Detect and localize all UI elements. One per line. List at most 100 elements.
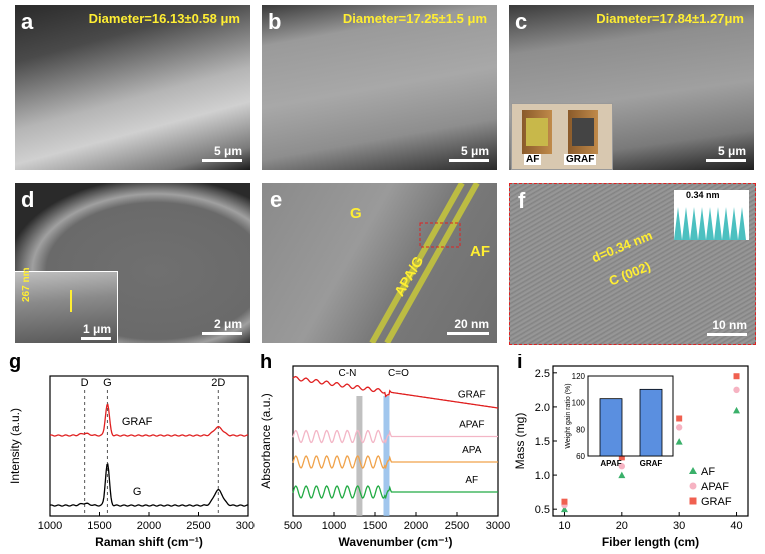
scale-bar: 5 μm [449, 144, 489, 162]
data-point-af [560, 505, 568, 513]
label-g: G [350, 205, 362, 222]
x-axis-label: Raman shift (cm⁻¹) [95, 535, 203, 549]
data-point-graf [561, 498, 568, 505]
y-tick-label: 1.5 [535, 436, 550, 448]
panel-e: e G APA/G AF 20 nm [262, 183, 497, 343]
series-line-graf [292, 375, 499, 409]
panel-d: d 267 nm 1 μm 2 μm [15, 183, 250, 343]
series-label: APAF [459, 420, 484, 431]
graf-spool [568, 110, 598, 154]
inset-y-axis-label: Weight gain ratio (%) [565, 383, 572, 448]
x-axis-label: Fiber length (cm) [602, 535, 699, 549]
data-point-apaf [618, 463, 626, 470]
cross-section-inset: 267 nm 1 μm [15, 267, 118, 343]
peak-label: G [103, 377, 112, 389]
inset-bar [599, 398, 623, 457]
data-point-af [618, 471, 626, 479]
inset-category-label: APAF [600, 459, 621, 468]
x-tick-label: 20 [616, 520, 628, 532]
panel-letter: h [260, 354, 272, 373]
y-tick-label: 2.5 [535, 368, 550, 380]
panel-letter: e [270, 187, 283, 212]
x-tick-label: 1000 [322, 520, 346, 532]
panel-f: f 0.34 nm d=0.34 nm C (002) 10 nm [509, 183, 756, 345]
plane-label: C (002) [606, 258, 653, 289]
scale-bar: 5 μm [202, 144, 242, 162]
data-point-apaf [733, 386, 740, 394]
data-point-af [675, 438, 683, 445]
legend-marker [689, 467, 697, 474]
legend-marker [689, 482, 697, 490]
x-tick-label: 1500 [363, 520, 387, 532]
x-axis-label: Wavenumber (cm⁻¹) [339, 535, 453, 549]
x-tick-label: 40 [730, 520, 742, 532]
inset-bar [639, 388, 663, 457]
scale-bar: 10 nm [707, 318, 747, 336]
x-tick-label: 2500 [445, 520, 469, 532]
scale-bar: 5 μm [706, 144, 746, 162]
y-tick-label: 2.0 [535, 402, 550, 414]
af-spool [522, 110, 552, 154]
legend-label: APAF [701, 481, 729, 493]
series-line-apaf [292, 429, 498, 444]
x-tick-label: 2000 [404, 520, 428, 532]
inset-y-tick-label: 100 [572, 399, 586, 408]
series-label: G [133, 486, 142, 498]
x-tick-label: 3000 [236, 520, 255, 532]
scale-bar: 2 μm [202, 317, 242, 335]
scale-label: 2 μm [213, 317, 242, 331]
panel-b: b Diameter=17.25±1.5 μm 5 μm [262, 5, 497, 170]
spool-label-af: AF [524, 154, 542, 165]
scale-label: 5 μm [460, 144, 489, 158]
series-line-graf [49, 403, 249, 437]
chart-h: h C-N C=O GRAF APAF APA AF 500 1000 1500 2000 2500 3… [259, 354, 510, 549]
inset-scale-label: 1 μm [82, 322, 111, 336]
data-point-af [733, 406, 741, 414]
series-line-af [292, 485, 498, 500]
y-axis-label: Intensity (a.u.) [8, 408, 22, 484]
panel-letter: c [515, 9, 528, 34]
diameter-label: Diameter=16.13±0.58 μm [88, 11, 240, 26]
series-label: GRAF [122, 416, 153, 428]
thickness-label: 267 nm [21, 267, 32, 302]
series-label: GRAF [458, 390, 486, 401]
legend-label: GRAF [701, 496, 732, 508]
panel-a: a Diameter=16.13±0.58 μm 5 μm [15, 5, 250, 170]
x-tick-label: 3000 [486, 520, 510, 532]
band-highlight [356, 396, 363, 516]
y-axis-label: Mass (mg) [515, 413, 527, 470]
scale-label: 10 nm [712, 318, 747, 332]
scale-label: 5 μm [213, 144, 242, 158]
profile-label: 0.34 nm [686, 190, 720, 200]
peak-label: 2D [211, 377, 225, 389]
x-tick-label: 10 [558, 520, 570, 532]
panel-letter: f [518, 188, 526, 213]
scale-label: 20 nm [454, 317, 489, 331]
band-label: C=O [388, 368, 409, 379]
x-tick-label: 2000 [137, 520, 161, 532]
legend-marker [689, 497, 697, 505]
scale-bar: 20 nm [447, 317, 489, 335]
data-point-graf [618, 454, 625, 461]
x-tick-label: 1500 [87, 520, 111, 532]
profile-plot [674, 207, 749, 240]
panel-letter: a [21, 9, 34, 34]
y-axis-label: Absorbance (a.u.) [259, 393, 273, 488]
chart-g: g 1000 1500 2000 2500 3000 Raman shift (cm⁻¹) I… [8, 354, 255, 549]
profile-inset: 0.34 nm [674, 190, 749, 240]
chart-i: i 10 20 30 40 0.5 1.0 1.5 2.0 2.5 Fiber length (cm… [515, 354, 749, 549]
x-tick-label: 500 [284, 520, 302, 532]
panel-letter: d [21, 187, 35, 212]
inset-y-tick-label: 120 [572, 372, 586, 381]
scale-label: 5 μm [717, 144, 746, 158]
x-tick-label: 2500 [186, 520, 210, 532]
diameter-label: Diameter=17.84±1.27μm [596, 11, 744, 26]
y-tick-label: 1.0 [535, 470, 550, 482]
panel-letter: g [9, 354, 21, 373]
inset-scale-bar: 1 μm [81, 322, 111, 340]
plot-frame [292, 365, 499, 517]
thickness-arrows [70, 290, 72, 312]
x-tick-label: 30 [673, 520, 685, 532]
peak-label: D [81, 377, 89, 389]
band-highlight [383, 396, 390, 516]
